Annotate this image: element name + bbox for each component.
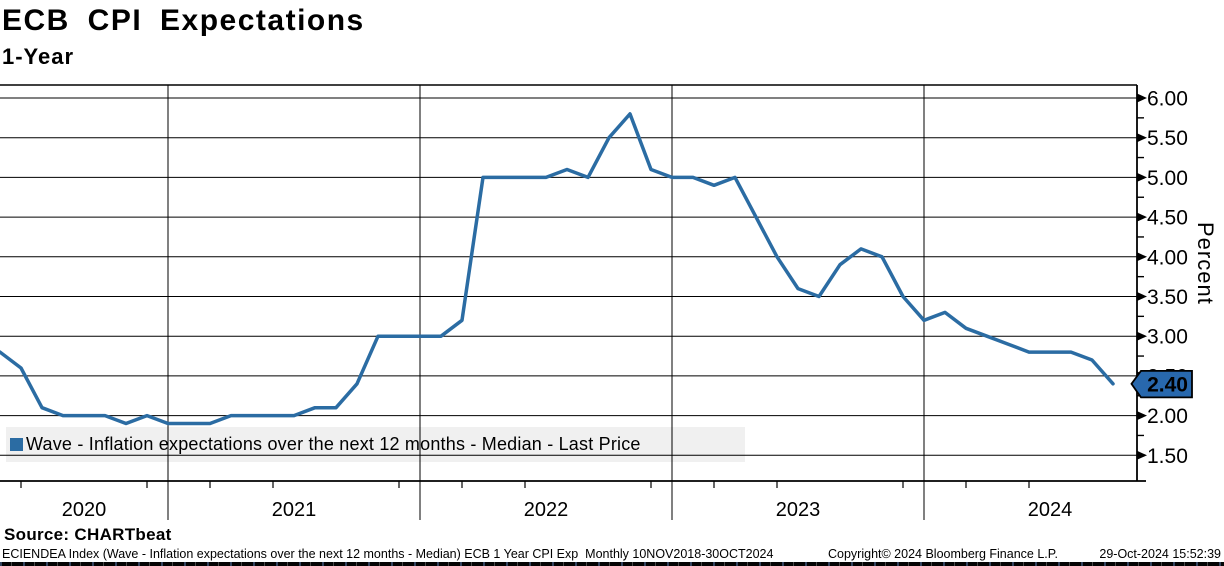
- x-axis-ticks: [20, 481, 1030, 488]
- y-axis-labels: 6.005.505.004.504.003.503.002.502.001.50: [1147, 88, 1188, 468]
- svg-text:5.00: 5.00: [1147, 167, 1188, 190]
- svg-text:5.50: 5.50: [1147, 127, 1188, 150]
- svg-text:2023: 2023: [776, 499, 821, 521]
- svg-text:6.00: 6.00: [1147, 88, 1188, 111]
- footer-copyright: Copyright© 2024 Bloomberg Finance L.P.: [828, 547, 1058, 561]
- x-axis-labels: 2020 2021 2022 2023 2024: [62, 499, 1073, 521]
- last-price-value: 2.40: [1147, 373, 1188, 396]
- source-line: Source: CHARTbeat: [4, 525, 172, 544]
- bottom-taskbar-edge: [0, 562, 1224, 566]
- svg-text:4.50: 4.50: [1147, 207, 1188, 230]
- y-axis-ticks: [1137, 93, 1147, 460]
- page-title: ECB CPI Expectations: [2, 4, 365, 37]
- page-subtitle: 1-Year: [2, 44, 75, 69]
- svg-text:2022: 2022: [524, 499, 569, 521]
- legend-band: [6, 427, 745, 462]
- axis-frame: [0, 84, 1146, 482]
- series-line: [0, 112, 1115, 426]
- svg-text:3.00: 3.00: [1147, 326, 1188, 349]
- last-price-tag: 2.40: [1130, 369, 1193, 399]
- svg-text:2024: 2024: [1028, 499, 1073, 521]
- legend-series-label: Wave - Inflation expectations over the n…: [26, 434, 641, 454]
- grid-lines: [0, 85, 1137, 520]
- chart-legend: Wave - Inflation expectations over the n…: [6, 427, 745, 462]
- svg-text:2.00: 2.00: [1147, 405, 1188, 428]
- svg-text:2020: 2020: [62, 499, 107, 521]
- svg-text:4.00: 4.00: [1147, 246, 1188, 269]
- legend-series-swatch: [10, 438, 23, 451]
- y-axis-title: Percent: [1193, 222, 1218, 305]
- svg-text:1.50: 1.50: [1147, 445, 1188, 468]
- svg-text:3.50: 3.50: [1147, 286, 1188, 309]
- footer-datetime: 29-Oct-2024 15:52:39: [1099, 547, 1221, 561]
- footer-ticker-description: ECIENDEA Index (Wave - Inflation expecta…: [2, 547, 774, 561]
- svg-text:2021: 2021: [272, 499, 317, 521]
